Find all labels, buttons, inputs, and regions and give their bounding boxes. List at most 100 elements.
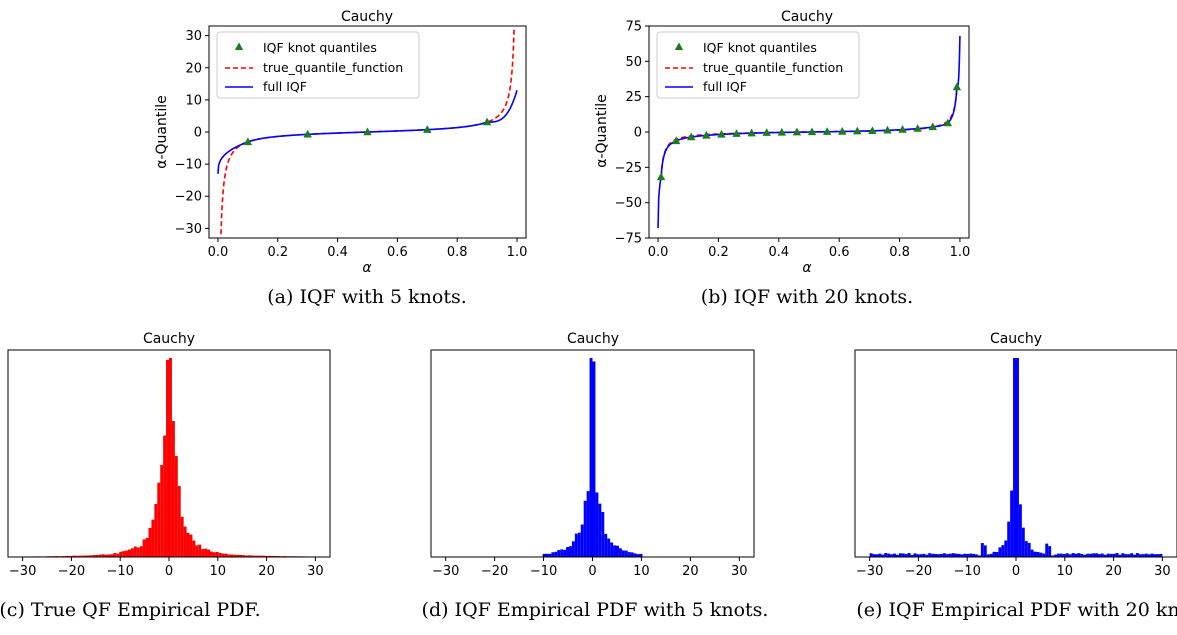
x-tick-label: 30: [307, 564, 324, 579]
caption-e: (e) IQF Empirical PDF with 20 kn: [856, 599, 1177, 621]
x-tick-label: 0.2: [267, 245, 288, 260]
panel-c-histogram: Cauchy (c) True QF Empirical PDF. −30 −20…: [0, 331, 331, 621]
histogram-bar: [1024, 541, 1028, 557]
histogram-bar: [1153, 554, 1157, 557]
histogram-bar: [966, 553, 970, 557]
histogram-bar: [119, 551, 123, 557]
histogram-bar: [604, 533, 608, 557]
knot-quantile-marker: [671, 136, 681, 145]
histogram-bar: [163, 435, 167, 557]
x-tick-label: −10: [530, 564, 557, 579]
panel-b-ylabel: α-Quantile: [594, 94, 610, 168]
histogram-bar: [1106, 553, 1110, 557]
legend-label-true: true_quantile_function: [263, 60, 403, 75]
histogram-bar: [975, 554, 978, 557]
histogram-bar: [893, 553, 896, 557]
histogram-bar: [563, 549, 567, 557]
knot-quantile-marker: [807, 127, 817, 136]
histogram-bar: [253, 555, 257, 557]
knot-quantile-marker: [747, 128, 756, 137]
x-tick-label: 10: [633, 564, 650, 579]
y-tick-label: −30: [175, 222, 202, 237]
legend-knot-marker: [674, 42, 684, 50]
histogram-bar: [130, 548, 134, 557]
x-tick-label: −20: [481, 564, 508, 579]
histogram-bar: [1071, 553, 1075, 557]
histogram-bar: [607, 538, 611, 557]
x-tick-label: 30: [1154, 564, 1171, 579]
histogram-bar: [577, 532, 581, 557]
histogram-bar: [615, 545, 619, 557]
y-tick-label: 30: [185, 29, 202, 44]
histogram-bar: [621, 550, 625, 557]
histogram-bar: [1159, 553, 1163, 557]
histogram-bar: [1016, 358, 1019, 557]
knot-quantile-marker: [822, 127, 832, 135]
knot-quantile-marker: [656, 172, 666, 181]
histogram-bar: [72, 555, 76, 557]
histogram-bar: [75, 555, 79, 557]
histogram-bar: [230, 554, 234, 557]
histogram-bar: [87, 555, 90, 557]
histogram-bar: [186, 532, 190, 557]
panel-a-quantile-plot: Cauchy α α-Quantile (a) IQF with 5 knots…: [154, 9, 527, 308]
histogram-bar: [1080, 553, 1084, 557]
histogram-bar: [630, 552, 634, 557]
histogram-bar: [989, 553, 993, 557]
histogram-bar: [948, 553, 952, 557]
histogram-bar: [212, 552, 216, 557]
knot-quantile-marker: [777, 127, 787, 136]
panel-d-histogram: Cauchy (d) IQF Empirical PDF with 5 knot…: [422, 331, 769, 621]
knot-quantile-marker: [482, 117, 492, 126]
histogram-bar: [177, 486, 181, 557]
histogram-bar: [1156, 554, 1160, 557]
histogram-bar: [236, 554, 240, 557]
histogram-bar: [580, 524, 584, 557]
histogram-bar: [919, 554, 923, 557]
knot-quantile-marker: [423, 125, 432, 133]
histogram-bar: [884, 552, 888, 557]
histogram-bar: [1004, 540, 1008, 557]
histogram-bar: [569, 546, 572, 557]
x-tick-label: 20: [1105, 564, 1122, 579]
histogram-bar: [548, 553, 552, 557]
x-tick-label: 0.8: [889, 245, 910, 260]
histogram-bar: [995, 551, 999, 557]
histogram-bar: [586, 491, 590, 557]
y-tick-label: 20: [185, 61, 202, 76]
histogram-bar: [951, 553, 955, 557]
histogram-bar: [107, 554, 111, 557]
legend-label-knots: IQF knot quantiles: [703, 40, 817, 55]
histogram-bar: [928, 553, 932, 557]
knot-quantile-marker: [363, 127, 372, 136]
legend-label-iqf: full IQF: [703, 79, 747, 94]
legend: IQF knot quantiles true_quantile_function…: [656, 31, 860, 99]
histogram-bar: [639, 553, 643, 557]
panel-a-xlabel: α: [362, 260, 372, 276]
panel-b-quantile-plot: Cauchy α α-Quantile (b) IQF with 20 knot…: [594, 9, 970, 308]
histogram-bar: [890, 554, 894, 557]
panel-a-ylabel: α-Quantile: [154, 95, 170, 169]
histogram-bar: [1115, 553, 1119, 557]
knot-quantile-marker: [853, 126, 862, 135]
histogram-bar: [542, 553, 546, 557]
x-tick-label: −10: [953, 564, 980, 579]
histogram-bar: [1001, 545, 1005, 557]
histogram-bar: [913, 553, 917, 557]
histogram-bar: [1097, 554, 1101, 557]
histogram-bar: [916, 554, 920, 557]
histogram-bar: [207, 549, 210, 557]
histogram-bar: [174, 456, 178, 557]
histogram-bar: [221, 553, 225, 557]
x-tick-label: 0.8: [447, 245, 468, 260]
y-tick-label: 0: [634, 126, 642, 141]
histogram-bar: [265, 555, 269, 557]
histogram-bar: [1147, 554, 1151, 557]
histogram-bar: [1051, 555, 1055, 557]
knot-quantile-marker: [838, 126, 847, 135]
histogram-bar: [1089, 553, 1093, 557]
x-tick-label: 0.0: [648, 245, 669, 260]
histogram-bar: [1141, 554, 1145, 557]
histogram-bar: [1045, 543, 1049, 557]
histogram-bar: [613, 545, 616, 557]
